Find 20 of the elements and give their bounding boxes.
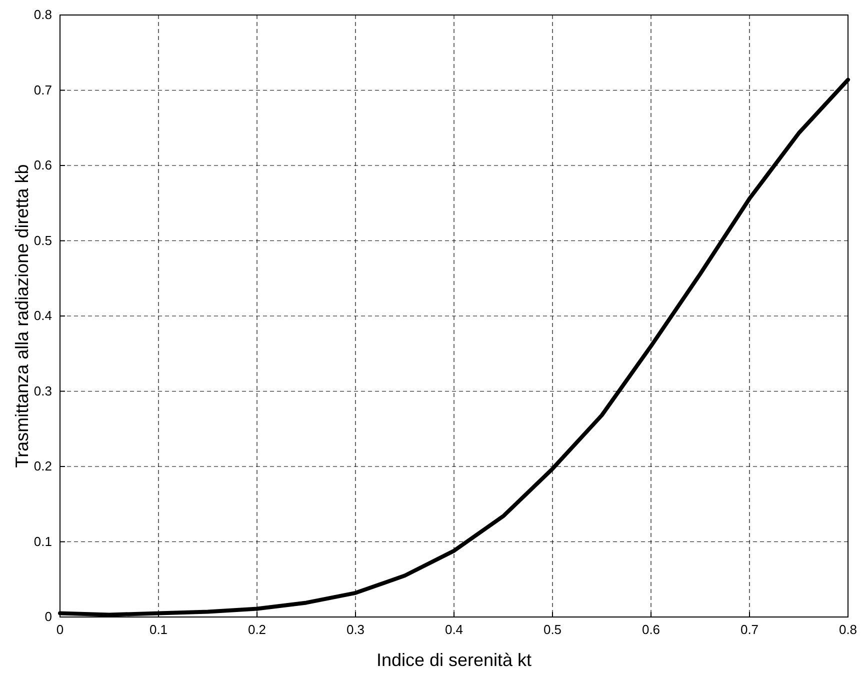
y-tick-label: 0.8 <box>34 7 52 22</box>
x-axis-title: Indice di serenità kt <box>376 650 532 670</box>
x-tick-label: 0.7 <box>740 622 759 638</box>
x-tick-label: 0.8 <box>838 622 858 638</box>
y-tick-label: 0.4 <box>34 308 52 324</box>
y-axis-title: Trasmittanza alla radiazione diretta kb <box>12 164 32 468</box>
x-tick-label: 0.4 <box>444 622 464 638</box>
y-tick-label: 0.2 <box>34 458 52 474</box>
x-tick-label: 0.2 <box>248 622 266 638</box>
x-tick-label: 0.5 <box>543 622 562 638</box>
y-tick-label: 0.7 <box>34 82 52 98</box>
y-tick-label: 0.6 <box>34 158 52 173</box>
x-tick-label: 0.3 <box>346 622 365 638</box>
y-tick-label: 0 <box>44 609 52 624</box>
y-tick-label: 0.3 <box>34 383 52 398</box>
x-tick-label: 0.1 <box>149 622 168 638</box>
x-tick-label: 0.6 <box>642 622 660 638</box>
y-tick-label: 0.5 <box>34 232 52 248</box>
y-tick-label: 0.1 <box>34 534 52 549</box>
x-tick-label: 0 <box>56 622 64 638</box>
